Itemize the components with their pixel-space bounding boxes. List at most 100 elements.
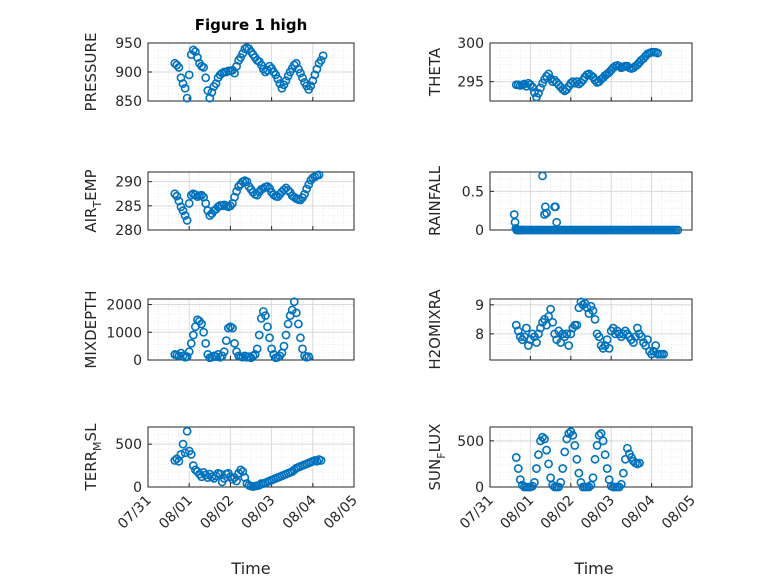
data-point [530,477,539,487]
data-point [182,93,192,103]
data-point [263,322,272,332]
data-point [283,185,293,195]
data-point [178,206,188,216]
data-point [293,319,303,329]
panel-air_temp: 280 285 290 AIRTEMP [82,169,355,239]
data-point [170,189,180,199]
data-point [197,319,206,329]
data-point [199,62,209,72]
data-point [558,464,568,473]
y-axis-label: SUNFLUX [426,424,448,491]
data-point [219,347,229,357]
data-point [511,453,521,462]
data-point [538,432,547,442]
y-axis-label: AIRTEMP [82,169,104,232]
data-point [510,217,520,227]
y-tick-label: 295 [457,75,484,91]
x-tick-label: 08/03 [578,493,618,533]
data-point [538,171,547,181]
data-point [602,464,612,473]
data-point [252,344,262,354]
data-point [594,430,604,440]
data-point [304,180,314,189]
x-tick-label: 08/01 [156,493,196,533]
data-point [572,77,582,87]
data-point [306,81,316,91]
data-point [281,76,291,86]
data-point [298,73,307,83]
data-point [588,473,598,483]
data-point [590,75,600,85]
axes-box [489,42,693,102]
data-point [281,330,291,340]
axes-box [147,42,355,102]
data-point [562,434,572,444]
data-point [548,317,558,327]
data-point [279,341,289,351]
data-point [551,202,560,212]
data-point [178,79,188,88]
data-point [556,338,566,347]
y-axis-label: TERRMSL [82,423,104,492]
data-point [283,319,293,329]
data-point [263,182,272,191]
data-point [614,61,624,71]
data-point [530,88,539,97]
data-point [228,474,237,484]
data-point [236,465,246,475]
y-tick-label: 0 [475,223,484,239]
y-tick-label: 0 [133,480,142,496]
data-point [540,202,550,212]
data-point [232,476,241,486]
data-point [659,349,669,359]
data-point [184,199,194,208]
data-point [564,341,574,350]
y-tick-label: 290 [115,175,142,191]
data-point [602,335,612,345]
y-tick-label: 0.5 [462,184,484,200]
data-point [273,74,283,84]
panel-h2omixra: 8 9 H2OMIXRA [426,289,693,370]
data-point [568,430,578,440]
x-tick-label: 08/05 [321,493,361,533]
data-point [570,441,580,450]
y-tick-label: 8 [475,327,484,343]
data-point [211,352,221,362]
data-point [594,332,604,342]
x-tick-label: 07/31 [457,493,497,533]
data-point [201,338,211,348]
data-point [576,78,586,87]
y-axis-label: MIXDEPTH [82,290,100,368]
data-point [519,79,529,89]
data-point [651,341,661,350]
data-point [302,184,312,194]
x-tick-label: 08/05 [659,493,699,533]
data-point [304,352,314,362]
data-point [532,338,541,347]
data-point [622,443,632,453]
axes-box [489,298,693,361]
data-point [643,335,652,345]
data-point [544,69,553,79]
data-point [544,459,553,469]
figure-title: Figure 1 high [195,16,308,34]
data-point [267,344,276,354]
y-tick-label: 280 [115,223,142,239]
y-tick-label: 850 [115,94,142,110]
data-point [203,86,213,95]
x-tick-label: 08/04 [619,492,659,532]
data-point [542,208,551,218]
panel-mixdepth: 0 1000 2000 MIXDEPTH [82,290,355,369]
data-point [564,429,574,438]
data-point [254,330,264,340]
data-point [521,323,531,333]
data-point [170,456,180,465]
data-point [574,468,584,478]
y-tick-label: 300 [457,36,484,52]
x-tick-label: 08/04 [280,492,320,532]
x-tick-label: 07/31 [115,493,155,533]
data-point [515,475,525,485]
data-point [217,351,227,361]
data-point [526,80,535,90]
y-tick-label: 500 [457,434,484,450]
